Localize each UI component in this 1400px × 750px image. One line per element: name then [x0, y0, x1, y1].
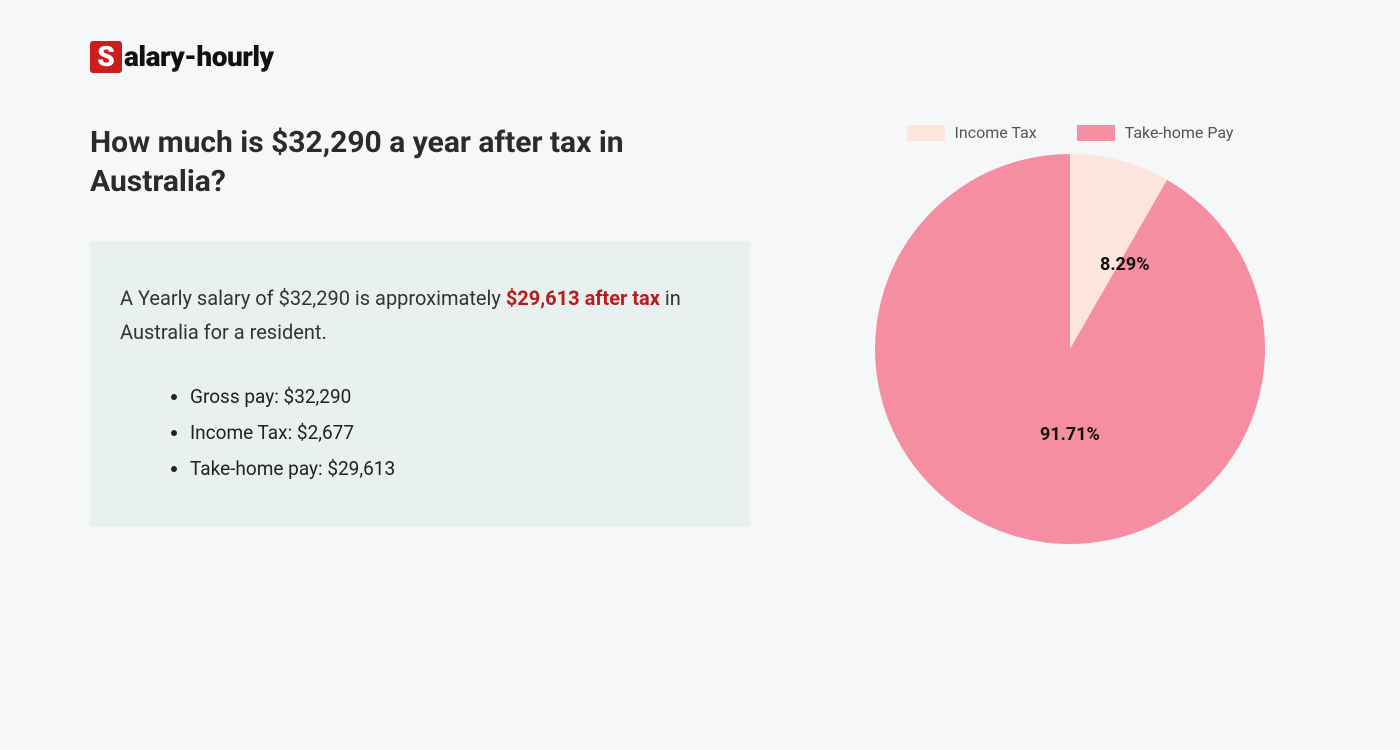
legend-item-take-home: Take-home Pay	[1077, 123, 1234, 142]
list-item: Take-home pay: $29,613	[190, 451, 720, 487]
pie-svg	[875, 154, 1265, 544]
left-column: How much is $32,290 a year after tax in …	[90, 123, 750, 544]
chart-legend: Income Tax Take-home Pay	[907, 123, 1234, 142]
logo-text: alary-hourly	[124, 40, 274, 73]
summary-prefix: A Yearly salary of $32,290 is approximat…	[120, 286, 506, 310]
summary-box: A Yearly salary of $32,290 is approximat…	[90, 241, 750, 527]
list-item: Income Tax: $2,677	[190, 415, 720, 451]
legend-swatch	[1077, 125, 1115, 141]
legend-label: Take-home Pay	[1125, 123, 1234, 142]
legend-label: Income Tax	[955, 123, 1037, 142]
right-column: Income Tax Take-home Pay 8.29% 91.71%	[830, 123, 1310, 544]
pie-chart: 8.29% 91.71%	[875, 154, 1265, 544]
summary-text: A Yearly salary of $32,290 is approximat…	[120, 281, 720, 349]
pie-label-take-home: 91.71%	[1040, 424, 1100, 445]
summary-highlight: $29,613 after tax	[506, 286, 660, 310]
legend-swatch	[907, 125, 945, 141]
summary-list: Gross pay: $32,290 Income Tax: $2,677 Ta…	[120, 379, 720, 487]
logo-s-icon: S	[90, 41, 122, 73]
site-logo: S alary-hourly	[90, 40, 1310, 73]
legend-item-income-tax: Income Tax	[907, 123, 1037, 142]
pie-label-income-tax: 8.29%	[1100, 254, 1150, 275]
list-item: Gross pay: $32,290	[190, 379, 720, 415]
page: S alary-hourly How much is $32,290 a yea…	[0, 0, 1400, 544]
page-title: How much is $32,290 a year after tax in …	[90, 123, 750, 201]
content-row: How much is $32,290 a year after tax in …	[90, 123, 1310, 544]
